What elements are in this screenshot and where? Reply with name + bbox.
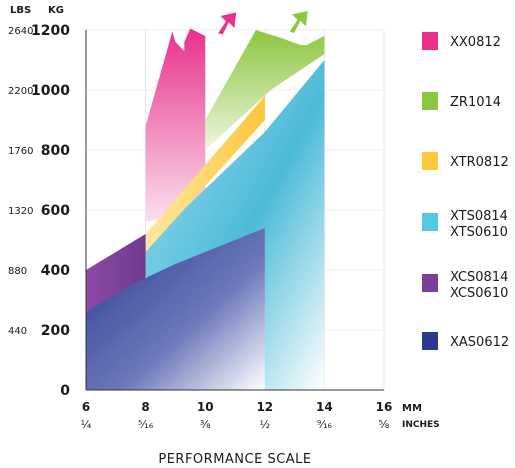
legend-swatch <box>422 213 438 231</box>
x-tick-inch: ⁵⁄₁₆ <box>138 418 154 431</box>
axes: LBS KG 0 200 400 600 800 1000 1200 440 880 1320 1760… <box>8 5 440 467</box>
y-tick-kg: 200 <box>41 323 70 339</box>
series-area-xtr0812 <box>145 96 265 252</box>
x-tick-inch: ⁹⁄₁₆ <box>317 418 333 431</box>
x-tick-mm: 16 <box>376 400 393 414</box>
legend-label-2: XTS0610 <box>450 225 508 240</box>
x-unit-inches: INCHES <box>402 420 440 430</box>
y-tick-lbs: 880 <box>8 266 27 277</box>
y-tick-kg: 1200 <box>31 23 70 39</box>
x-tick-inch: ⅜ <box>200 418 211 431</box>
legend-label-2: XCS0610 <box>450 286 508 301</box>
legend-label: XCS0814 <box>450 270 508 285</box>
legend-label: XTS0814 <box>450 209 508 224</box>
x-tick-mm: 10 <box>197 400 214 414</box>
y-tick-kg: 400 <box>41 263 70 279</box>
x-tick-mm: 6 <box>82 400 90 414</box>
y-tick-lbs: 440 <box>8 326 27 337</box>
y-tick-lbs: 1320 <box>8 206 33 217</box>
legend-item: XTR0812 <box>422 152 509 170</box>
series-area-xas0612 <box>86 228 265 390</box>
y-tick-kg: 800 <box>41 143 70 159</box>
series-area-xcs0814 <box>86 234 146 312</box>
legend-swatch <box>422 274 438 292</box>
legend-swatch <box>422 152 438 170</box>
legend-label: XAS0612 <box>450 335 509 350</box>
legend-swatch <box>422 32 438 50</box>
x-unit-mm: MM <box>402 403 422 414</box>
y-tick-kg: 1000 <box>31 83 70 99</box>
x-tick-inch: ½ <box>259 418 270 431</box>
legend-label: XTR0812 <box>450 155 509 170</box>
x-axis-title: PERFORMANCE SCALE <box>158 452 311 467</box>
legend-label: XX0812 <box>450 35 501 50</box>
series-area-xx0812 <box>145 28 206 222</box>
x-tick-inch: ⅝ <box>379 418 390 431</box>
x-tick-mm: 8 <box>141 400 149 414</box>
y-tick-kg: 0 <box>60 383 70 399</box>
y-tick-lbs: 2200 <box>8 86 33 97</box>
legend-item: XAS0612 <box>422 332 509 350</box>
lbs-unit-label: LBS <box>10 5 31 16</box>
x-tick-inch: ¼ <box>81 418 92 431</box>
series-arrow-icon <box>215 10 238 37</box>
legend-item: XX0812 <box>422 32 501 50</box>
y-tick-kg: 600 <box>41 203 70 219</box>
legend-swatch <box>422 92 438 110</box>
x-tick-mm: 12 <box>256 400 273 414</box>
x-tick-mm: 14 <box>316 400 333 414</box>
y-tick-lbs: 2640 <box>8 26 33 37</box>
series-arrow-icon <box>287 9 310 35</box>
y-tick-lbs: 1760 <box>8 146 33 157</box>
legend-item: ZR1014 <box>422 92 501 110</box>
series-area-zr1014 <box>205 30 325 150</box>
kg-unit-label: KG <box>48 5 64 16</box>
legend-swatch <box>422 332 438 350</box>
series-areas <box>86 9 325 390</box>
legend-label: ZR1014 <box>450 95 501 110</box>
